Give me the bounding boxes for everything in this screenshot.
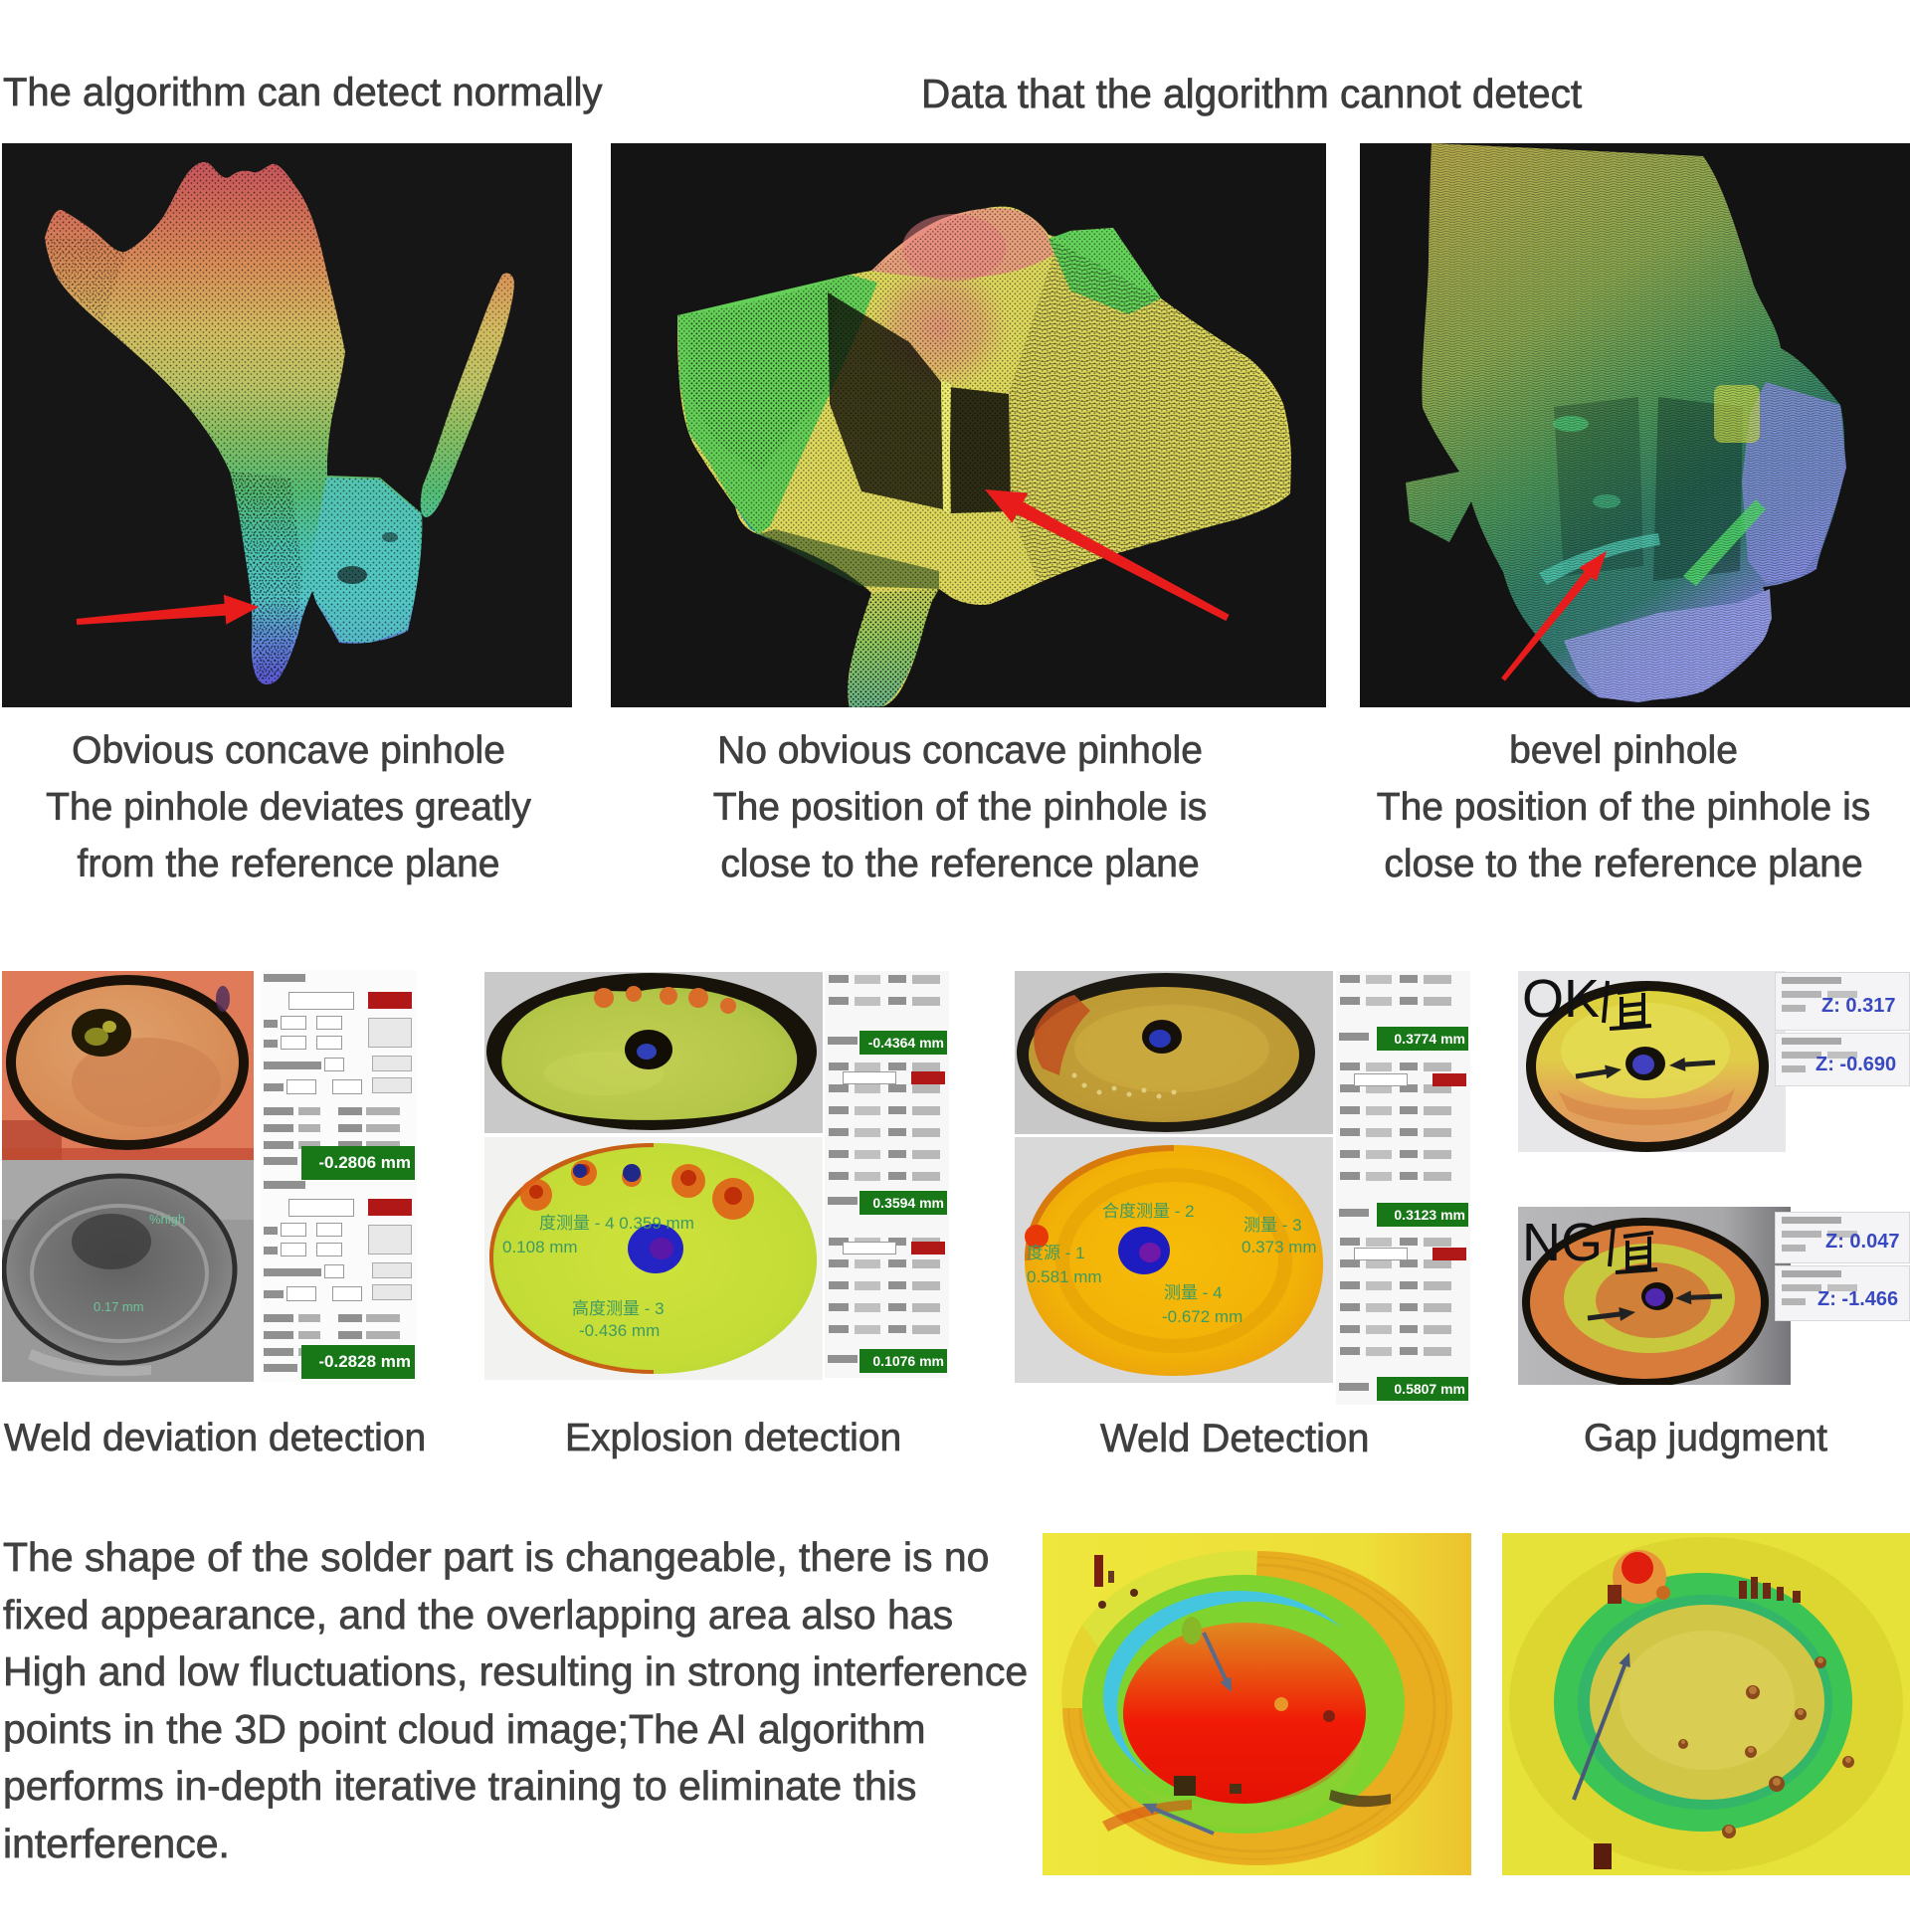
svg-text:测量 - 3: 测量 - 3 (1243, 1216, 1302, 1235)
svg-text:NG: NG (1522, 1213, 1603, 1272)
svg-text:OK: OK (1522, 971, 1600, 1029)
svg-text:-0.672 mm: -0.672 mm (1162, 1307, 1242, 1326)
svg-text:-0.436 mm: -0.436 mm (579, 1321, 660, 1340)
svg-text:测量 - 4: 测量 - 4 (1164, 1283, 1223, 1302)
svg-text:0.108 mm: 0.108 mm (502, 1238, 578, 1256)
svg-text:0.373 mm: 0.373 mm (1242, 1238, 1317, 1256)
svg-text:度测量 - 4 0.359 mm: 度测量 - 4 0.359 mm (539, 1214, 694, 1233)
svg-text:合度测量 - 2: 合度测量 - 2 (1102, 1202, 1195, 1221)
svg-text:0.581 mm: 0.581 mm (1027, 1267, 1102, 1286)
svg-text:%high: %high (149, 1212, 185, 1227)
svg-text:度源 - 1: 度源 - 1 (1027, 1244, 1085, 1262)
svg-text:0.17 mm: 0.17 mm (94, 1299, 144, 1314)
svg-text:高度测量 - 3: 高度测量 - 3 (572, 1299, 665, 1318)
